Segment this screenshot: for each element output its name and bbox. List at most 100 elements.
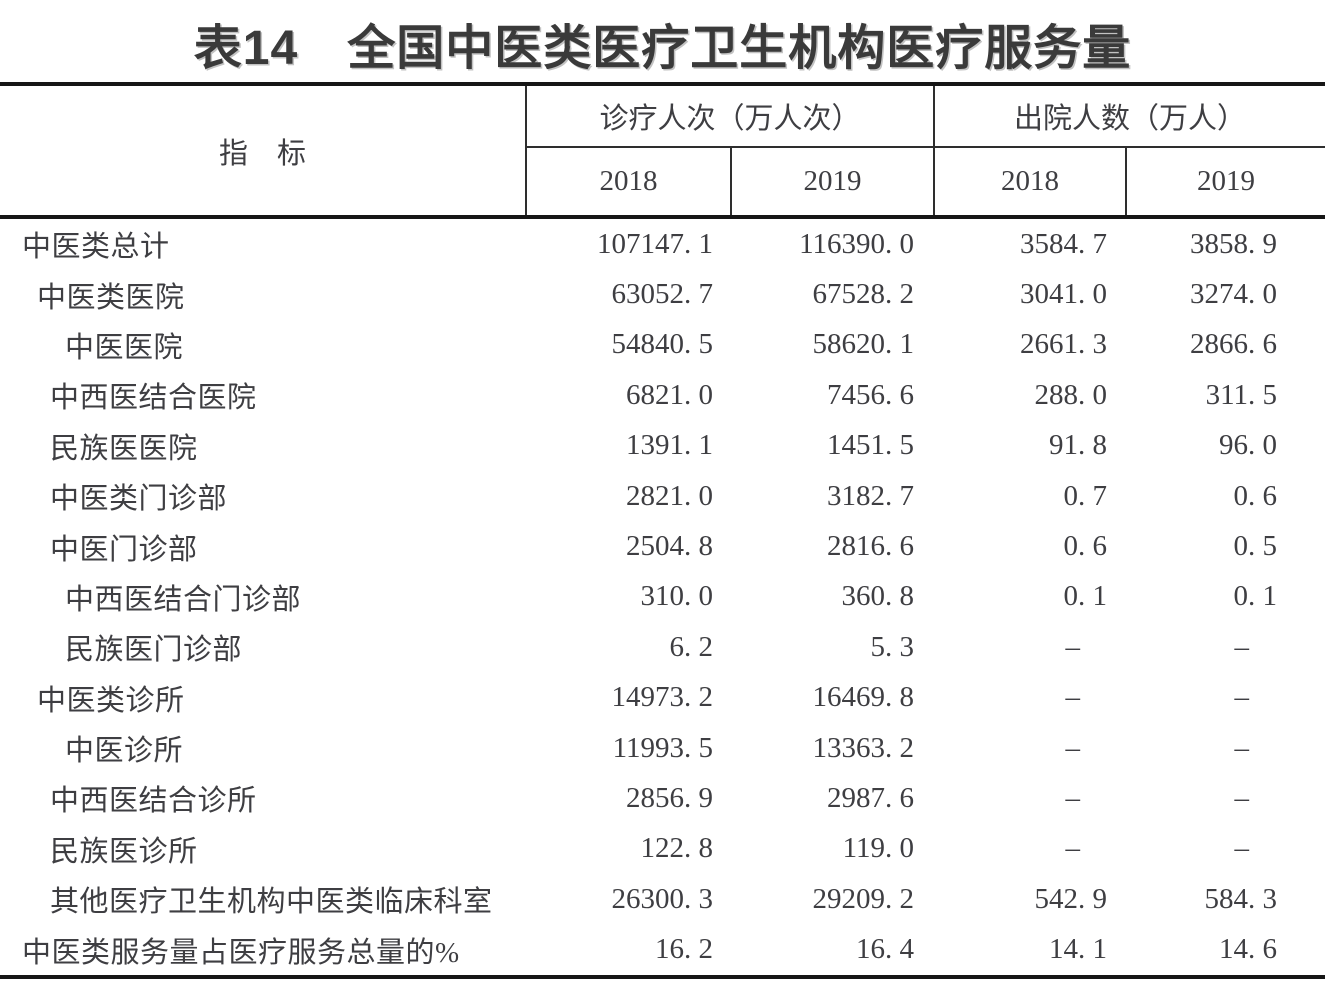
cell-visits-2018: 11993. 5 — [612, 731, 713, 764]
cell-visits-2019: 13363. 2 — [812, 731, 915, 764]
table-row: 民族医诊所 122. 8 119. 0 – – — [0, 824, 1325, 874]
cell-discharges-2019: 3858. 9 — [1190, 227, 1277, 260]
cell-discharges-2019: – — [1234, 832, 1250, 865]
cell-visits-2019: 67528. 2 — [812, 278, 915, 311]
cell-visits-2019: 58620. 1 — [812, 328, 915, 361]
cell-visits-2018: 122. 8 — [640, 832, 714, 865]
table-row: 其他医疗卫生机构中医类临床科室 26300. 3 29209. 2 542. 9 584… — [0, 874, 1325, 924]
cell-visits-2019: 360. 8 — [841, 580, 915, 613]
cell-discharges-2018: – — [1065, 832, 1081, 865]
row-label: 民族医门诊部 — [65, 634, 243, 667]
cell-discharges-2018: – — [1065, 781, 1081, 814]
cell-discharges-2018: 3041. 0 — [1020, 278, 1107, 311]
cell-visits-2019: 119. 0 — [842, 832, 914, 865]
cell-visits-2018: 2856. 9 — [626, 781, 713, 814]
cell-visits-2018: 6821. 0 — [626, 378, 713, 411]
cell-discharges-2018: 542. 9 — [1034, 882, 1108, 915]
cell-discharges-2018: – — [1065, 731, 1081, 764]
header-year-discharges-2018: 2018 — [935, 148, 1127, 215]
cell-visits-2019: 16469. 8 — [812, 681, 915, 714]
table-title: 表14 全国中医类医疗卫生机构医疗服务量 — [193, 22, 1132, 75]
row-label: 中西医结合门诊部 — [65, 583, 302, 616]
cell-visits-2018: 6. 2 — [669, 630, 714, 663]
table-row: 中医类总计 107147. 1 116390. 0 3584. 7 3858. 9 — [0, 219, 1325, 269]
cell-visits-2018: 63052. 7 — [611, 278, 714, 311]
row-label: 中医医院 — [65, 331, 184, 364]
row-label: 中医类总计 — [22, 231, 170, 264]
table-body: 中医类总计 107147. 1 116390. 0 3584. 7 3858. 9 中医类… — [0, 219, 1325, 979]
cell-visits-2019: 2987. 6 — [827, 781, 914, 814]
cell-discharges-2019: – — [1234, 681, 1250, 714]
row-label: 中医类门诊部 — [50, 483, 228, 516]
header-group-discharges: 出院人数（万人） — [935, 86, 1325, 148]
table-row: 中医诊所 11993. 5 13363. 2 – – — [0, 723, 1325, 773]
row-label: 民族医诊所 — [50, 835, 198, 868]
cell-discharges-2019: 311. 5 — [1205, 378, 1277, 411]
header-indicator: 指 标 — [0, 86, 527, 215]
cell-visits-2019: 7456. 6 — [827, 378, 914, 411]
cell-visits-2019: 16. 4 — [856, 933, 914, 966]
cell-discharges-2019: 0. 6 — [1233, 479, 1278, 512]
cell-visits-2019: 2816. 6 — [827, 530, 914, 563]
cell-discharges-2018: 3584. 7 — [1020, 227, 1107, 260]
cell-visits-2018: 1391. 1 — [626, 429, 713, 462]
cell-visits-2019: 29209. 2 — [812, 882, 915, 915]
cell-visits-2019: 1451. 5 — [827, 429, 914, 462]
row-label: 中西医结合医院 — [50, 382, 257, 415]
row-label: 民族医医院 — [50, 432, 198, 465]
table-row: 中西医结合门诊部 310. 0 360. 8 0. 1 0. 1 — [0, 572, 1325, 622]
cell-visits-2018: 2821. 0 — [626, 479, 713, 512]
cell-discharges-2019: – — [1234, 731, 1250, 764]
cell-visits-2018: 310. 0 — [640, 580, 714, 613]
cell-discharges-2019: 14. 6 — [1219, 933, 1277, 966]
row-label: 中医门诊部 — [50, 533, 198, 566]
cell-discharges-2019: 96. 0 — [1219, 429, 1277, 462]
cell-visits-2018: 14973. 2 — [611, 681, 714, 714]
table-row: 民族医门诊部 6. 2 5. 3 – – — [0, 622, 1325, 672]
row-label: 中医诊所 — [65, 735, 184, 768]
cell-visits-2018: 2504. 8 — [626, 530, 713, 563]
header-year-visits-2019: 2019 — [732, 148, 935, 215]
cell-discharges-2018: 2661. 3 — [1020, 328, 1107, 361]
cell-discharges-2019: 0. 5 — [1233, 530, 1278, 563]
cell-visits-2019: 116390. 0 — [799, 227, 914, 260]
cell-discharges-2018: – — [1065, 681, 1081, 714]
cell-visits-2018: 16. 2 — [655, 933, 713, 966]
cell-discharges-2019: 3274. 0 — [1190, 278, 1277, 311]
cell-visits-2018: 54840. 5 — [611, 328, 714, 361]
table-row: 中西医结合诊所 2856. 9 2987. 6 – – — [0, 773, 1325, 823]
cell-visits-2018: 107147. 1 — [597, 227, 713, 260]
cell-discharges-2018: 0. 7 — [1063, 479, 1108, 512]
cell-discharges-2018: – — [1065, 630, 1081, 663]
table-row: 中医医院 54840. 5 58620. 1 2661. 3 2866. 6 — [0, 320, 1325, 370]
header-group-visits: 诊疗人次（万人次） — [527, 86, 935, 148]
table-row: 中医类诊所 14973. 2 16469. 8 – – — [0, 673, 1325, 723]
row-label: 中西医结合诊所 — [50, 785, 257, 818]
cell-discharges-2018: 14. 1 — [1049, 933, 1107, 966]
cell-discharges-2018: 91. 8 — [1049, 429, 1107, 462]
cell-discharges-2019: 584. 3 — [1204, 882, 1278, 915]
table-header: 指 标 诊疗人次（万人次） 出院人数（万人） 2018 2019 2018 20… — [0, 86, 1325, 219]
row-label: 中医类服务量占医疗服务总量的% — [22, 936, 460, 969]
table-row: 中医类服务量占医疗服务总量的% 16. 2 16. 4 14. 1 14. 6 — [0, 924, 1325, 974]
table-row: 中西医结合医院 6821. 0 7456. 6 288. 0 311. 5 — [0, 370, 1325, 420]
table-row: 中医门诊部 2504. 8 2816. 6 0. 6 0. 5 — [0, 521, 1325, 571]
cell-discharges-2019: 2866. 6 — [1190, 328, 1277, 361]
row-label: 中医类诊所 — [37, 684, 185, 717]
cell-visits-2019: 3182. 7 — [827, 479, 914, 512]
cell-discharges-2019: 0. 1 — [1233, 580, 1278, 613]
header-year-discharges-2019: 2019 — [1197, 165, 1255, 197]
row-label: 中医类医院 — [37, 281, 185, 314]
cell-discharges-2018: 0. 6 — [1063, 530, 1108, 563]
cell-discharges-2019: – — [1234, 781, 1250, 814]
header-year-visits-2018: 2018 — [527, 148, 732, 215]
cell-visits-2018: 26300. 3 — [611, 882, 714, 915]
cell-discharges-2018: 288. 0 — [1034, 378, 1108, 411]
table-row: 民族医医院 1391. 1 1451. 5 91. 8 96. 0 — [0, 421, 1325, 471]
table-row: 中医类医院 63052. 7 67528. 2 3041. 0 3274. 0 — [0, 269, 1325, 319]
cell-visits-2019: 5. 3 — [870, 630, 915, 663]
table-row: 中医类门诊部 2821. 0 3182. 7 0. 7 0. 6 — [0, 471, 1325, 521]
statistics-table: 指 标 诊疗人次（万人次） 出院人数（万人） 2018 2019 2018 20… — [0, 82, 1325, 979]
cell-discharges-2018: 0. 1 — [1063, 580, 1108, 613]
